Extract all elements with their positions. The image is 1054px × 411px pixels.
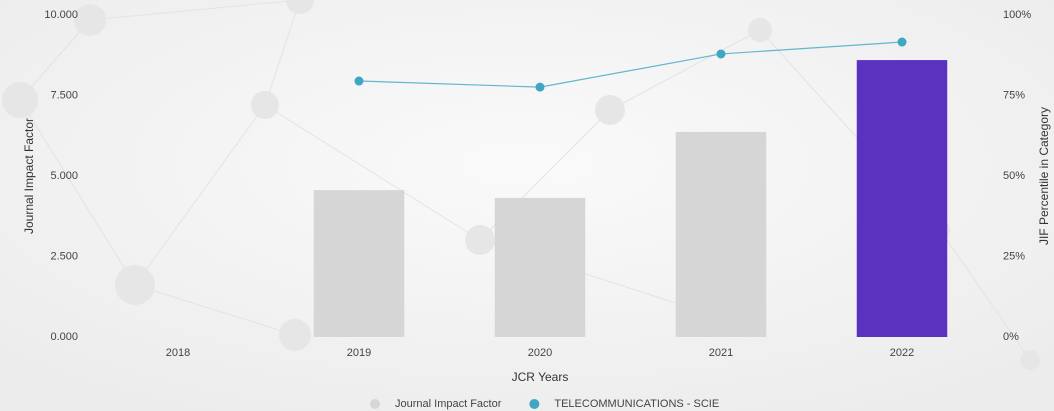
- x-tick-label: 2021: [709, 347, 733, 359]
- y-axis-title: Journal Impact Factor: [22, 118, 36, 234]
- x-tick-label: 2020: [528, 347, 552, 359]
- y-tick-label: 5.000: [50, 170, 78, 182]
- bar: [675, 131, 767, 337]
- x-tick-label: 2018: [166, 347, 190, 359]
- bar: [494, 197, 586, 337]
- line-point: [716, 49, 726, 59]
- y2-tick-label: 75%: [1003, 89, 1025, 101]
- legend-marker: [529, 399, 540, 409]
- y2-tick-label: 50%: [1003, 170, 1025, 182]
- line-point: [535, 82, 545, 92]
- line-point: [897, 37, 907, 47]
- y2-axis-title: JIF Percentile in Category: [1037, 107, 1051, 245]
- y-tick-label: 0.000: [50, 331, 78, 343]
- y-tick-label: 10.000: [44, 9, 78, 21]
- bar: [313, 190, 405, 337]
- y2-tick-label: 25%: [1003, 250, 1025, 262]
- legend-label: TELECOMMUNICATIONS - SCIE: [554, 398, 719, 410]
- bar: [856, 60, 948, 338]
- y-tick-label: 2.500: [50, 250, 78, 262]
- y-tick-label: 7.500: [50, 89, 78, 101]
- x-tick-label: 2019: [347, 347, 371, 359]
- y2-tick-label: 100%: [1003, 9, 1031, 21]
- y2-tick-label: 0%: [1003, 331, 1019, 343]
- line-point: [354, 76, 364, 86]
- legend-label: Journal Impact Factor: [395, 398, 502, 410]
- x-axis-title: JCR Years: [512, 370, 569, 384]
- x-tick-label: 2022: [890, 347, 914, 359]
- legend-marker: [370, 399, 380, 409]
- line: [358, 41, 903, 88]
